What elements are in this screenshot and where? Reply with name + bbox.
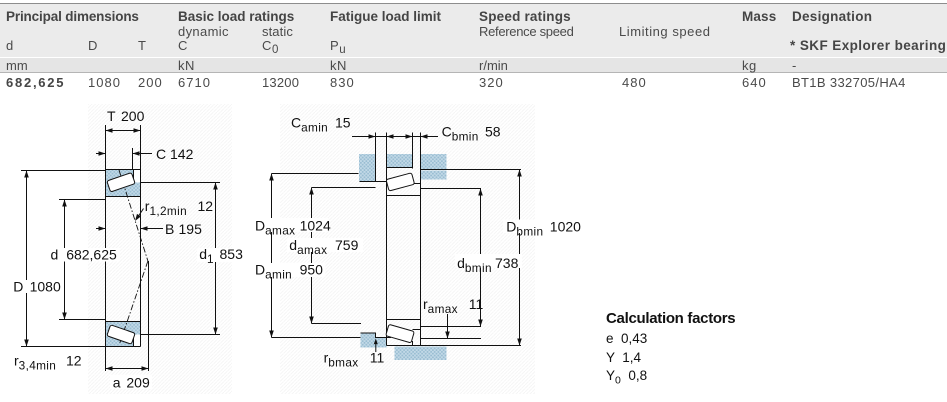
- svg-text:11: 11: [469, 296, 484, 312]
- svg-text:682,625: 682,625: [66, 247, 117, 263]
- svg-text:853: 853: [220, 246, 244, 262]
- svg-text:738: 738: [495, 255, 519, 271]
- svg-text:11: 11: [370, 350, 385, 366]
- svg-text:1024: 1024: [300, 218, 331, 234]
- svg-text:12: 12: [198, 198, 214, 214]
- svg-text:B: B: [165, 221, 174, 237]
- svg-text:D: D: [13, 279, 23, 295]
- svg-text:15: 15: [335, 115, 351, 131]
- svg-text:142: 142: [170, 146, 194, 162]
- svg-text:209: 209: [126, 375, 150, 391]
- svg-text:r3,4min: r3,4min: [14, 353, 56, 373]
- svg-text:1020: 1020: [550, 219, 581, 235]
- svg-text:195: 195: [179, 221, 203, 237]
- svg-text:C: C: [156, 146, 166, 162]
- svg-text:12: 12: [66, 353, 82, 369]
- svg-text:200: 200: [121, 108, 145, 124]
- svg-text:d: d: [51, 247, 59, 263]
- svg-text:1080: 1080: [30, 279, 61, 295]
- svg-text:759: 759: [335, 237, 359, 253]
- svg-text:T: T: [107, 108, 116, 124]
- svg-text:950: 950: [300, 262, 324, 278]
- svg-text:58: 58: [485, 124, 501, 140]
- svg-text:a: a: [113, 375, 121, 391]
